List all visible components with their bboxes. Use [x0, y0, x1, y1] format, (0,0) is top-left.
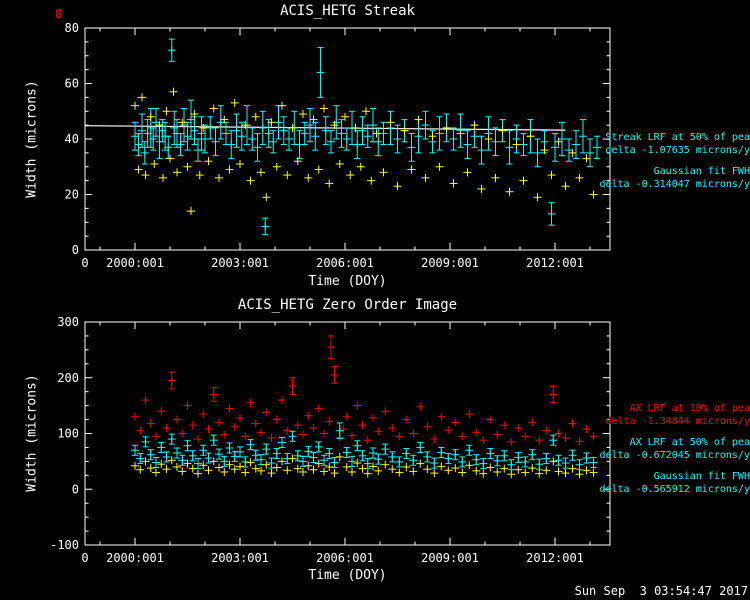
- svg-text:40: 40: [65, 132, 79, 146]
- svg-text:2009:001: 2009:001: [421, 551, 479, 565]
- legend-line: Streak LRF at 50% of peak: [605, 132, 750, 143]
- legend-line: delta -0.672045 microns/yr: [599, 450, 750, 461]
- top-legend: Streak LRF at 50% of peak delta -1.07635 …: [0, 131, 750, 191]
- svg-text:2003:001: 2003:001: [211, 551, 269, 565]
- top-plot-title: ACIS_HETG Streak: [280, 3, 415, 19]
- svg-text:2000:001: 2000:001: [106, 551, 164, 565]
- svg-text:-100: -100: [50, 538, 79, 552]
- svg-text:2012:001: 2012:001: [526, 256, 584, 270]
- legend-line: delta -1.34844 microns/yr: [605, 416, 750, 427]
- svg-text:200: 200: [57, 371, 79, 385]
- svg-text:2003:001: 2003:001: [211, 256, 269, 270]
- svg-text:2009:001: 2009:001: [421, 256, 479, 270]
- bottom-x-axis-label: Time (DOY): [308, 568, 387, 583]
- legend-line: AX LRF at 50% of peak: [629, 437, 750, 448]
- legend-line: Gaussian fit FWHM: [653, 166, 750, 177]
- timestamp: Sun Sep 3 03:54:47 2017: [574, 584, 748, 598]
- svg-text:2012:001: 2012:001: [526, 551, 584, 565]
- svg-text:80: 80: [65, 21, 79, 35]
- legend-line: AX LRF at 10% of peak: [629, 403, 750, 414]
- svg-text:20: 20: [65, 188, 79, 202]
- svg-text:0: 0: [72, 243, 79, 257]
- svg-text:60: 60: [65, 77, 79, 91]
- svg-text:0: 0: [72, 482, 79, 496]
- svg-text:0: 0: [81, 551, 88, 565]
- legend-line: delta -1.07635 microns/yr: [605, 145, 750, 156]
- bottom-plot-title: ACIS_HETG Zero Order Image: [237, 297, 458, 313]
- legend-line: delta -0.565912 microns/yr: [599, 484, 750, 495]
- top-x-axis-label: Time (DOY): [308, 274, 387, 289]
- legend-line: Gaussian fit FWHM: [653, 471, 750, 482]
- stray-axis-digit: 8: [55, 7, 63, 21]
- svg-text:100: 100: [57, 427, 79, 441]
- svg-text:2006:001: 2006:001: [316, 551, 374, 565]
- svg-text:0: 0: [81, 256, 88, 270]
- svg-text:300: 300: [57, 315, 79, 329]
- svg-text:2000:001: 2000:001: [106, 256, 164, 270]
- bottom-legend: AX LRF at 10% of peak delta -1.34844 micr…: [0, 402, 750, 496]
- legend-line: delta -0.314047 microns/yr: [599, 179, 750, 190]
- svg-text:2006:001: 2006:001: [316, 256, 374, 270]
